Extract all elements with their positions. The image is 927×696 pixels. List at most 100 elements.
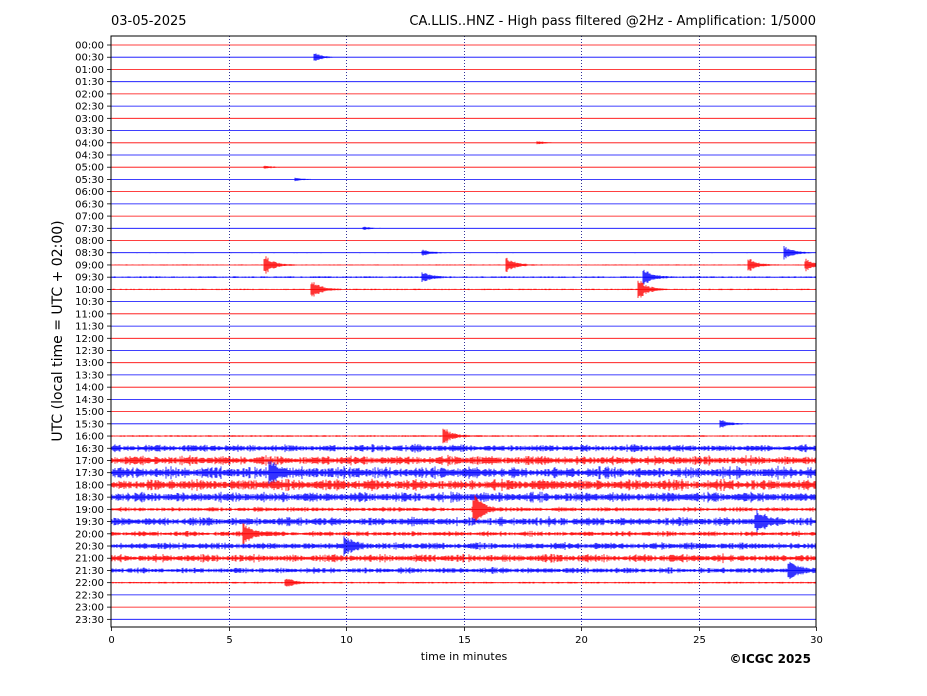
x-tick-label: 10 <box>340 635 353 646</box>
trace-1300 <box>110 362 817 364</box>
y-tick-label: 18:30 <box>75 493 104 504</box>
y-tick-label: 22:30 <box>75 590 104 601</box>
y-tick-label: 08:30 <box>75 248 104 259</box>
y-tick-label: 15:30 <box>75 419 104 430</box>
x-tick-label: 5 <box>226 635 232 646</box>
trace-0600 <box>110 191 817 192</box>
y-tick-label: 11:00 <box>75 309 104 320</box>
y-tick-label: 15:00 <box>75 407 104 418</box>
trace-2000 <box>110 523 817 545</box>
y-tick-label: 20:30 <box>75 542 104 553</box>
y-tick-label: 07:30 <box>75 224 104 235</box>
trace-1700 <box>110 454 817 467</box>
trace-0830 <box>110 246 817 260</box>
trace-0730 <box>110 226 817 230</box>
y-tick-label: 11:30 <box>75 322 104 333</box>
y-tick-label: 22:00 <box>75 578 104 589</box>
y-axis-label: UTC (local time = UTC + 02:00) <box>50 220 66 441</box>
y-tick-label: 10:30 <box>75 297 104 308</box>
trace-0030 <box>110 53 817 61</box>
copyright-label: ©ICGC 2025 <box>729 652 811 666</box>
plot-frame <box>110 35 817 628</box>
y-tick-label: 19:00 <box>75 505 104 516</box>
y-tick-label: 06:30 <box>75 199 104 210</box>
y-tick-label: 09:00 <box>75 260 104 271</box>
y-tick-label: 04:00 <box>75 138 104 149</box>
trace-1830 <box>110 491 817 503</box>
trace-1430 <box>110 399 817 400</box>
trace-0500 <box>110 165 817 169</box>
y-tick-label: 04:30 <box>75 150 104 161</box>
y-tick-label: 08:00 <box>75 236 104 247</box>
trace-1600 <box>110 428 817 444</box>
y-tick-label: 23:00 <box>75 603 104 614</box>
x-axis-ticks: 0 5 10 15 20 25 30 <box>108 627 823 646</box>
trace-1330 <box>110 374 817 376</box>
y-tick-label: 21:00 <box>75 554 104 565</box>
minute-gridlines <box>229 36 700 627</box>
y-tick-label: 06:00 <box>75 187 104 198</box>
y-tick-label: 20:00 <box>75 529 104 540</box>
y-tick-label: 21:30 <box>75 566 104 577</box>
y-tick-label: 00:30 <box>75 53 104 64</box>
trace-1130 <box>110 325 817 327</box>
x-axis-label: time in minutes <box>421 650 508 663</box>
trace-1200 <box>110 337 817 339</box>
trace-1930 <box>110 509 817 534</box>
y-tick-label: 16:00 <box>75 432 104 443</box>
trace-1000 <box>110 280 817 298</box>
y-tick-label: 03:30 <box>75 126 104 137</box>
y-tick-label: 02:30 <box>75 102 104 113</box>
y-tick-label: 01:30 <box>75 77 104 88</box>
y-tick-label: 05:00 <box>75 163 104 174</box>
x-tick-label: 20 <box>575 635 588 646</box>
y-tick-label: 03:00 <box>75 114 104 125</box>
trace-1400 <box>110 386 817 388</box>
trace-1500 <box>110 411 817 412</box>
y-tick-label: 12:00 <box>75 334 104 345</box>
trace-1630 <box>110 443 817 453</box>
trace-1800 <box>110 478 817 491</box>
y-tick-label: 23:30 <box>75 615 104 626</box>
x-tick-label: 30 <box>810 635 823 646</box>
trace-1030 <box>110 301 817 302</box>
y-tick-label: 14:00 <box>75 383 104 394</box>
y-tick-label: 01:00 <box>75 65 104 76</box>
y-tick-label: 19:30 <box>75 517 104 528</box>
y-tick-label: 16:30 <box>75 444 104 455</box>
trace-2300 <box>110 606 817 608</box>
y-tick-label: 00:00 <box>75 41 104 52</box>
y-tick-label: 12:30 <box>75 346 104 357</box>
y-tick-label: 17:30 <box>75 468 104 479</box>
y-tick-label: 05:30 <box>75 175 104 186</box>
x-tick-label: 25 <box>693 635 706 646</box>
trace-1730 <box>110 461 817 484</box>
trace-2030 <box>110 536 817 556</box>
trace-0800 <box>110 240 817 241</box>
trace-0700 <box>110 215 817 217</box>
chart-title: CA.LLIS..HNZ - High pass filtered @2Hz -… <box>409 14 816 29</box>
trace-0900 <box>110 256 817 274</box>
trace-0400 <box>110 141 817 145</box>
date-label: 03-05-2025 <box>111 14 187 29</box>
y-tick-label: 09:30 <box>75 273 104 284</box>
seismic-traces <box>110 44 817 620</box>
trace-0630 <box>110 203 817 205</box>
trace-2100 <box>110 553 817 564</box>
trace-1530 <box>110 420 817 428</box>
y-tick-label: 13:30 <box>75 370 104 381</box>
trace-2330 <box>110 618 817 620</box>
y-tick-label: 02:00 <box>75 89 104 100</box>
y-tick-label: 13:00 <box>75 358 104 369</box>
trace-0530 <box>110 177 817 182</box>
trace-1230 <box>110 350 817 351</box>
trace-2130 <box>110 561 817 579</box>
trace-1100 <box>110 313 817 315</box>
y-tick-label: 14:30 <box>75 395 104 406</box>
y-tick-label: 17:00 <box>75 456 104 467</box>
y-tick-label: 10:00 <box>75 285 104 296</box>
y-tick-label: 18:00 <box>75 480 104 491</box>
y-tick-label: 07:00 <box>75 212 104 223</box>
